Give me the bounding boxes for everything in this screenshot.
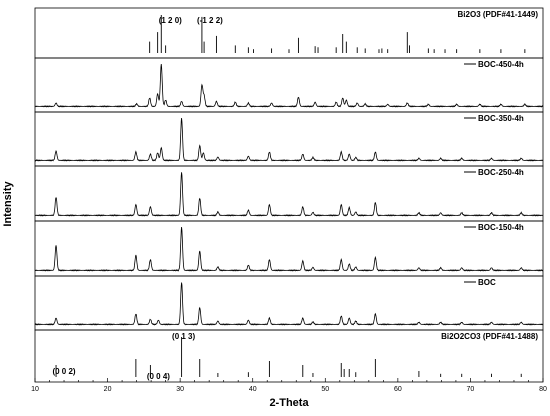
pattern-line [34,282,544,326]
peak-annotation: (0 1 3) [172,332,195,341]
peak-annotation: (-1 2 2) [197,16,223,25]
peak-annotation: (1 2 0) [159,16,182,25]
x-tick-label: 70 [467,386,475,393]
x-axis-title: 2-Theta [269,397,309,409]
x-tick-label: 30 [176,386,184,393]
panel-3: BOC-250-4h [34,165,544,222]
panel-frame [34,275,544,331]
x-tick-label: 40 [249,386,257,393]
y-axis-title: Intensity [2,181,14,227]
pattern-line [34,227,543,272]
panel-frame [34,329,544,383]
panel-6: Bi2O2CO3 (PDF#41-1488) [34,329,544,383]
pattern-line [34,118,544,162]
panel-1: BOC-450-4h [34,57,544,113]
series-label: BOC-150-4h [478,223,524,232]
peak-annotation: (0 0 4) [147,372,170,381]
series-label: BOC-350-4h [478,114,524,123]
reference-label: Bi2O2CO3 (PDF#41-1488) [441,332,538,341]
x-tick-label: 20 [104,386,112,393]
panel-2: BOC-350-4h [34,111,544,167]
pattern-line [34,172,544,217]
panel-frame [34,220,544,277]
panel-5: BOC [34,275,544,331]
x-tick-label: 80 [539,386,547,393]
x-axis-ticks: 10 20 30 40 50 60 70 80 [31,378,547,393]
series-label: BOC-250-4h [478,168,524,177]
panel-frame [34,111,544,167]
panel-frame [34,57,544,113]
reference-label: Bi2O3 (PDF#41-1449) [458,10,539,19]
panel-frame [34,165,544,222]
series-label: BOC [478,278,496,287]
x-tick-label: 60 [394,386,402,393]
x-tick-label: 10 [31,386,39,393]
panel-0: Bi2O3 (PDF#41-1449) [34,7,544,59]
x-tick-label: 50 [321,386,329,393]
peak-annotation: (0 0 2) [52,367,75,376]
panel-4: BOC-150-4h [34,220,544,277]
chart-panels: Bi2O3 (PDF#41-1449) BOC-450-4h BOC-350-4h B… [34,7,544,383]
pattern-line [34,64,544,108]
series-label: BOC-450-4h [478,60,524,69]
